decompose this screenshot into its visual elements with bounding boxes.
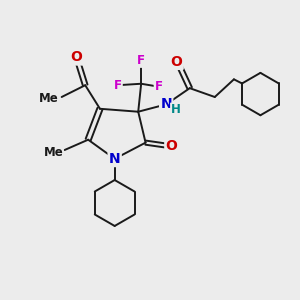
Text: F: F (114, 79, 122, 92)
Text: F: F (137, 54, 145, 67)
Text: Me: Me (39, 92, 59, 105)
Text: N: N (160, 98, 172, 111)
Text: Me: Me (44, 146, 63, 159)
Text: H: H (171, 103, 181, 116)
Text: O: O (70, 50, 82, 64)
Text: F: F (155, 80, 163, 93)
Text: O: O (166, 139, 177, 153)
Text: O: O (171, 55, 182, 69)
Text: N: N (109, 152, 121, 166)
